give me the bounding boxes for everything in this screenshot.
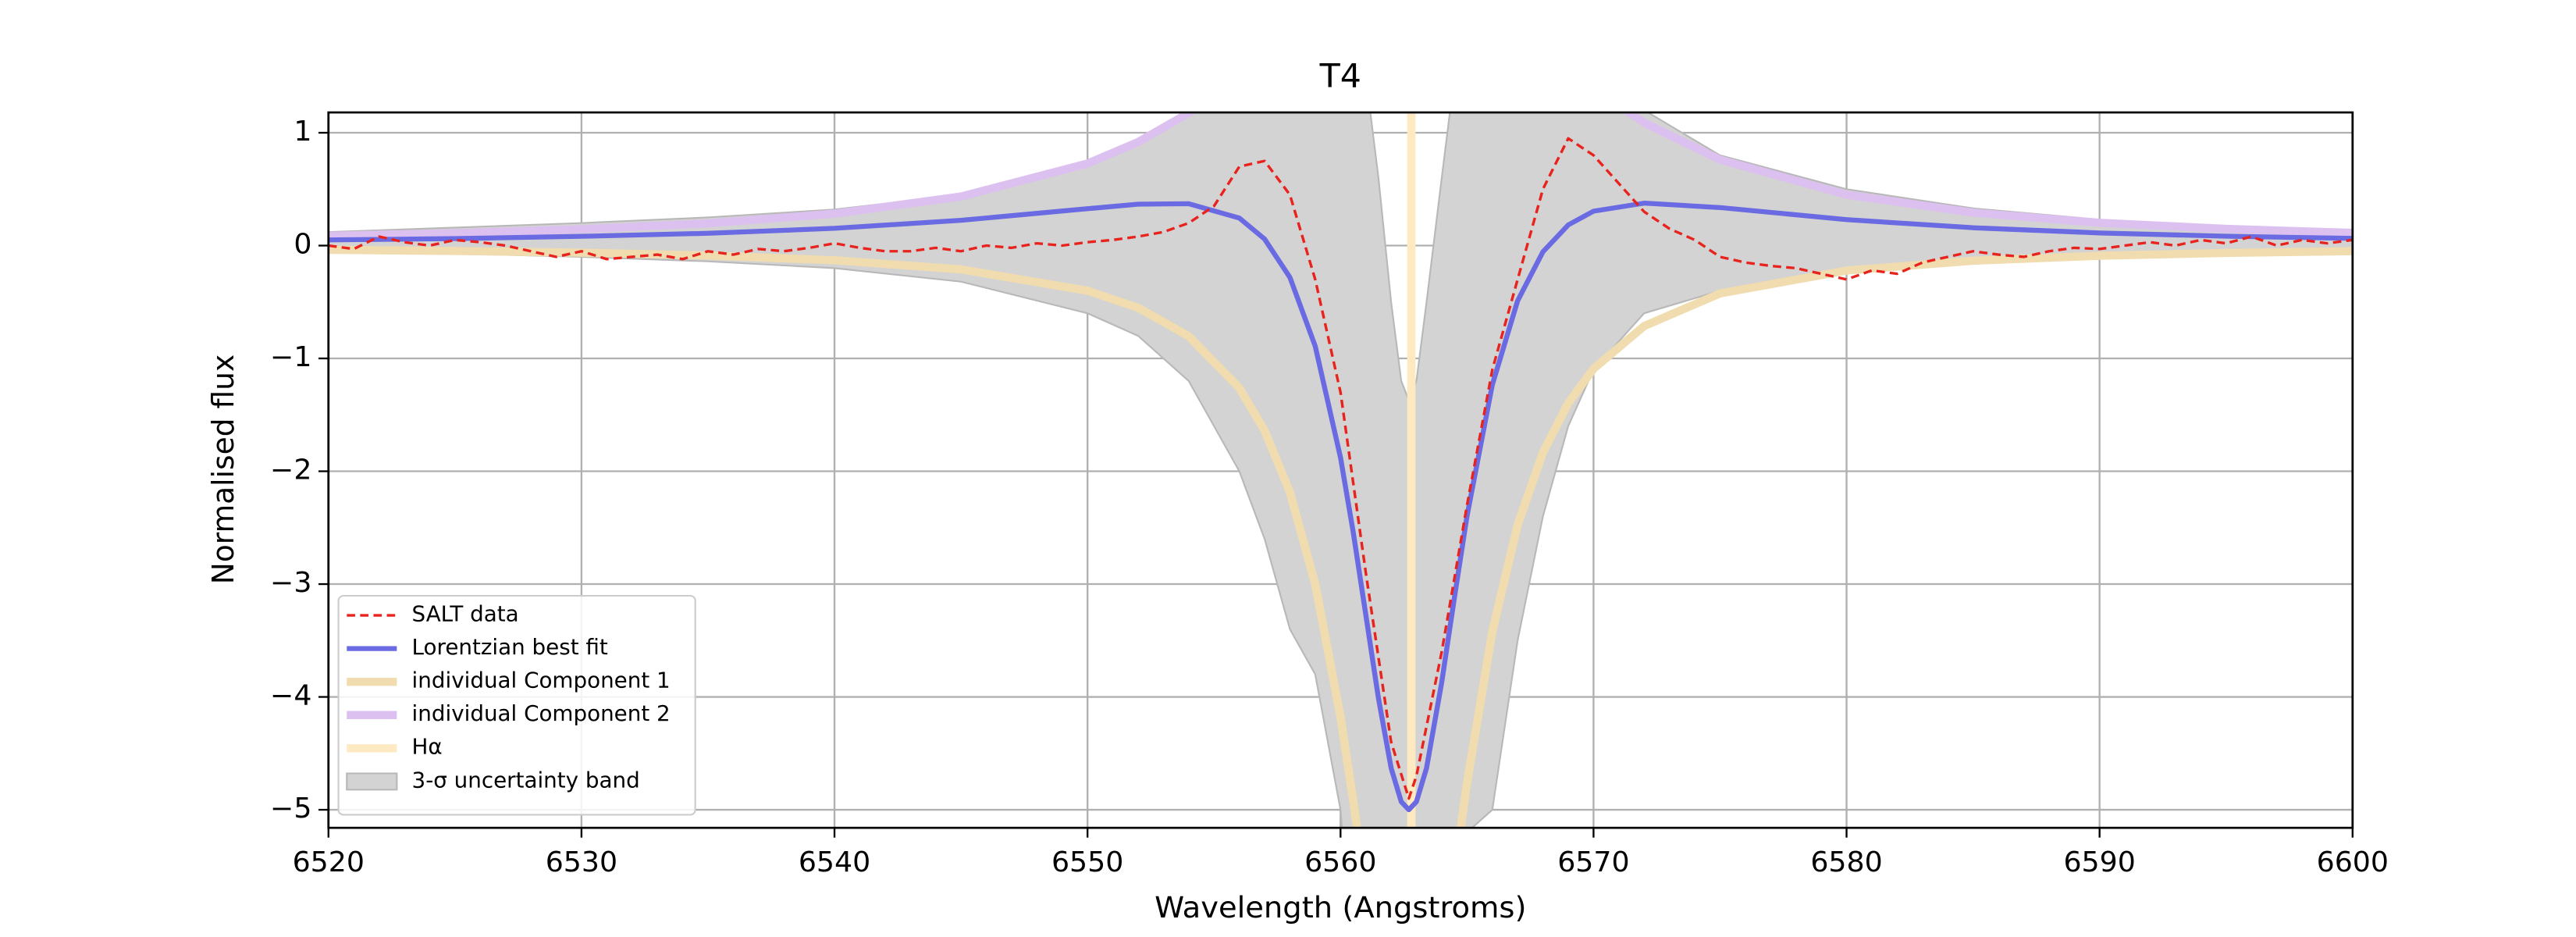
x-tick-label: 6540 [799, 846, 870, 878]
y-tick-label: 0 [294, 229, 311, 261]
x-tick-label: 6520 [293, 846, 365, 878]
y-tick-label: −5 [270, 793, 312, 825]
x-tick-label: 6560 [1304, 846, 1376, 878]
x-tick-label: 6590 [2063, 846, 2135, 878]
legend-label: Hα [412, 736, 443, 760]
x-tick-label: 6530 [546, 846, 617, 878]
x-tick-label: 6580 [1810, 846, 1882, 878]
data-line [328, 245, 2353, 828]
data-line [328, 112, 2353, 240]
legend-label: 3-σ uncertainty band [412, 769, 640, 793]
y-tick-label: −1 [270, 341, 312, 373]
x-tick-label: 6550 [1051, 846, 1123, 878]
legend-label: Lorentzian best fit [412, 636, 608, 660]
data-line [328, 137, 2353, 800]
data-line [328, 201, 2353, 813]
legend: SALT data Lorentzian best fit individual C… [337, 594, 696, 816]
legend-swatch [346, 772, 398, 791]
legend-box [337, 594, 696, 816]
legend-label: individual Component 1 [412, 669, 671, 693]
y-axis-label: Normalised flux [206, 354, 241, 584]
axes: 6520 6530 6540 6550 6560 6570 6580 6590 6600 −5 −4… [270, 116, 2389, 878]
plot-area [328, 112, 2353, 828]
y-tick-label: −2 [270, 454, 312, 486]
x-tick-label: 6570 [1557, 846, 1629, 878]
y-tick-label: −4 [270, 680, 312, 712]
legend-label: individual Component 2 [412, 702, 671, 726]
chart-title: T4 [1319, 57, 1361, 94]
y-tick-label: −3 [270, 567, 312, 599]
y-tick-label: 1 [294, 116, 311, 148]
x-tick-label: 6600 [2317, 846, 2389, 878]
legend-label: SALT data [412, 603, 519, 627]
x-axis-label: Wavelength (Angstroms) [1155, 890, 1526, 924]
